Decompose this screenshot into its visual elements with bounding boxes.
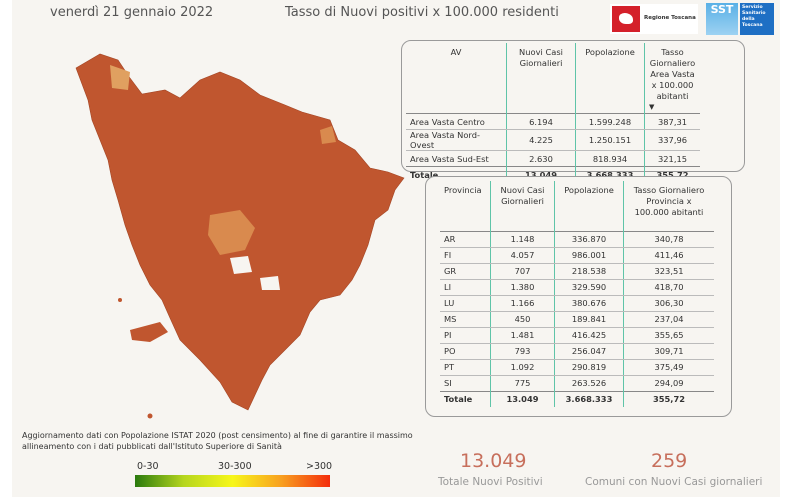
map-island (118, 298, 122, 302)
kpi-total-value: 13.049 (460, 450, 527, 472)
legend-label-low: 0-30 (137, 461, 159, 472)
table-cell: 218.538 (554, 263, 624, 280)
table-cell: 1.166 (490, 295, 555, 312)
table-cell: AR (440, 231, 491, 248)
table-row: GR 707 218.538 323,51 (440, 263, 714, 280)
kpi-total-label: Totale Nuovi Positivi (438, 476, 543, 488)
table-cell: 329.590 (554, 279, 624, 296)
legend-label-high: >300 (306, 461, 333, 472)
logo-sst: SST Servizio Sanitario della Toscana (706, 3, 776, 35)
total-row: Totale 13.049 3.668.333 355,72 (406, 166, 700, 182)
table-cell: 189.841 (554, 311, 624, 328)
table-row: PT 1.092 290.819 375,49 (440, 359, 714, 376)
table-cell: 290.819 (554, 359, 624, 376)
av-table: AV Nuovi Casi Giornalieri Popolazione Tasso… (406, 43, 700, 182)
table-cell: 416.425 (554, 327, 624, 344)
legend-label-mid: 30-300 (218, 461, 252, 472)
map-area-empty (230, 256, 252, 274)
table-cell: 1.092 (490, 359, 555, 376)
table-row: LU 1.166 380.676 306,30 (440, 295, 714, 312)
table-cell: PI (440, 327, 491, 344)
table-cell: 355,72 (623, 390, 714, 407)
table-cell: 306,30 (623, 295, 714, 312)
table-cell: 1.380 (490, 279, 555, 296)
table-cell: GR (440, 263, 491, 280)
table-row: FI 4.057 986.001 411,46 (440, 247, 714, 264)
table-cell: 13.049 (490, 390, 555, 407)
table-cell: 775 (490, 375, 555, 391)
table-cell: 323,51 (623, 263, 714, 280)
table-cell: 450 (490, 311, 555, 328)
table-cell: SI (444, 378, 452, 388)
table-cell: 309,71 (623, 343, 714, 360)
table-cell: LI (440, 279, 491, 296)
table-row: MS 450 189.841 237,04 (440, 311, 714, 328)
table-cell: PO (440, 343, 491, 360)
table-cell: 3.668.333 (554, 390, 624, 407)
map-island (147, 413, 153, 419)
kpi-comuni-value: 259 (651, 450, 688, 472)
prov-table: Provincia Nuovi Casi Giornalieri Popolazio… (440, 181, 714, 407)
table-cell: 380.676 (554, 295, 624, 312)
footnote: Aggiornamento dati con Popolazione ISTAT… (22, 431, 413, 451)
table-cell: FI (440, 247, 491, 264)
table-cell: 1.148 (490, 231, 555, 248)
table-row: SI 775 263.526 294,09 (440, 375, 714, 391)
map-area-empty (260, 276, 280, 290)
table-row: PI 1.481 416.425 355,65 (440, 327, 714, 344)
table-cell: PT (440, 359, 491, 376)
table-row: AR 1.148 336.870 340,78 (440, 231, 714, 248)
table-row: Area Vasta Sud-Est 2.630 818.934 321,15 (406, 150, 700, 167)
kpi-comuni-label: Comuni con Nuovi Casi giornalieri (585, 476, 763, 488)
table-cell: 418,70 (623, 279, 714, 296)
table-cell: LU (440, 295, 491, 312)
pegasus-icon (612, 6, 640, 32)
prov-table-card: Provincia Nuovi Casi Giornalieri Popolazio… (425, 176, 732, 417)
page-title: Tasso di Nuovi positivi x 100.000 reside… (285, 5, 559, 20)
table-cell: 256.047 (554, 343, 624, 360)
table-row: Area Vasta Nord-Ovest 4.225 1.250.151 337,9… (406, 129, 700, 151)
logo-regione-toscana: Regione Toscana (610, 4, 698, 34)
table-cell: 793 (490, 343, 555, 360)
report-date: venerdì 21 gennaio 2022 (50, 5, 214, 20)
table-cell: 237,04 (623, 311, 714, 328)
map-island (130, 322, 168, 342)
table-cell: MS (440, 311, 491, 328)
sort-desc-icon[interactable]: ▼ (649, 103, 655, 111)
table-cell: 1.481 (490, 327, 555, 344)
table-cell: 4.057 (490, 247, 555, 264)
tuscany-map[interactable] (70, 50, 410, 420)
table-row: Area Vasta Centro 6.194 1.599.248 387,31 (406, 113, 700, 130)
map-area-light (208, 210, 255, 255)
table-cell: 340,78 (623, 231, 714, 248)
legend-gradient (135, 475, 330, 487)
table-cell: 986.001 (554, 247, 624, 264)
table-cell: 411,46 (623, 247, 714, 264)
table-cell: 263.526 (554, 375, 624, 391)
table-row: PO 793 256.047 309,71 (440, 343, 714, 360)
table-cell: 375,49 (623, 359, 714, 376)
table-row: LI 1.380 329.590 418,70 (440, 279, 714, 296)
av-table-card: AV Nuovi Casi Giornalieri Popolazione Tasso… (401, 40, 745, 182)
table-cell: 707 (490, 263, 555, 280)
table-cell: 294,09 (623, 375, 714, 391)
map-area-light (110, 65, 130, 90)
table-cell: 336.870 (554, 231, 624, 248)
total-row: Totale 13.049 3.668.333 355,72 (440, 390, 714, 407)
map-area-light (320, 126, 336, 144)
table-cell: Totale (440, 390, 491, 407)
table-cell: 355,65 (623, 327, 714, 344)
